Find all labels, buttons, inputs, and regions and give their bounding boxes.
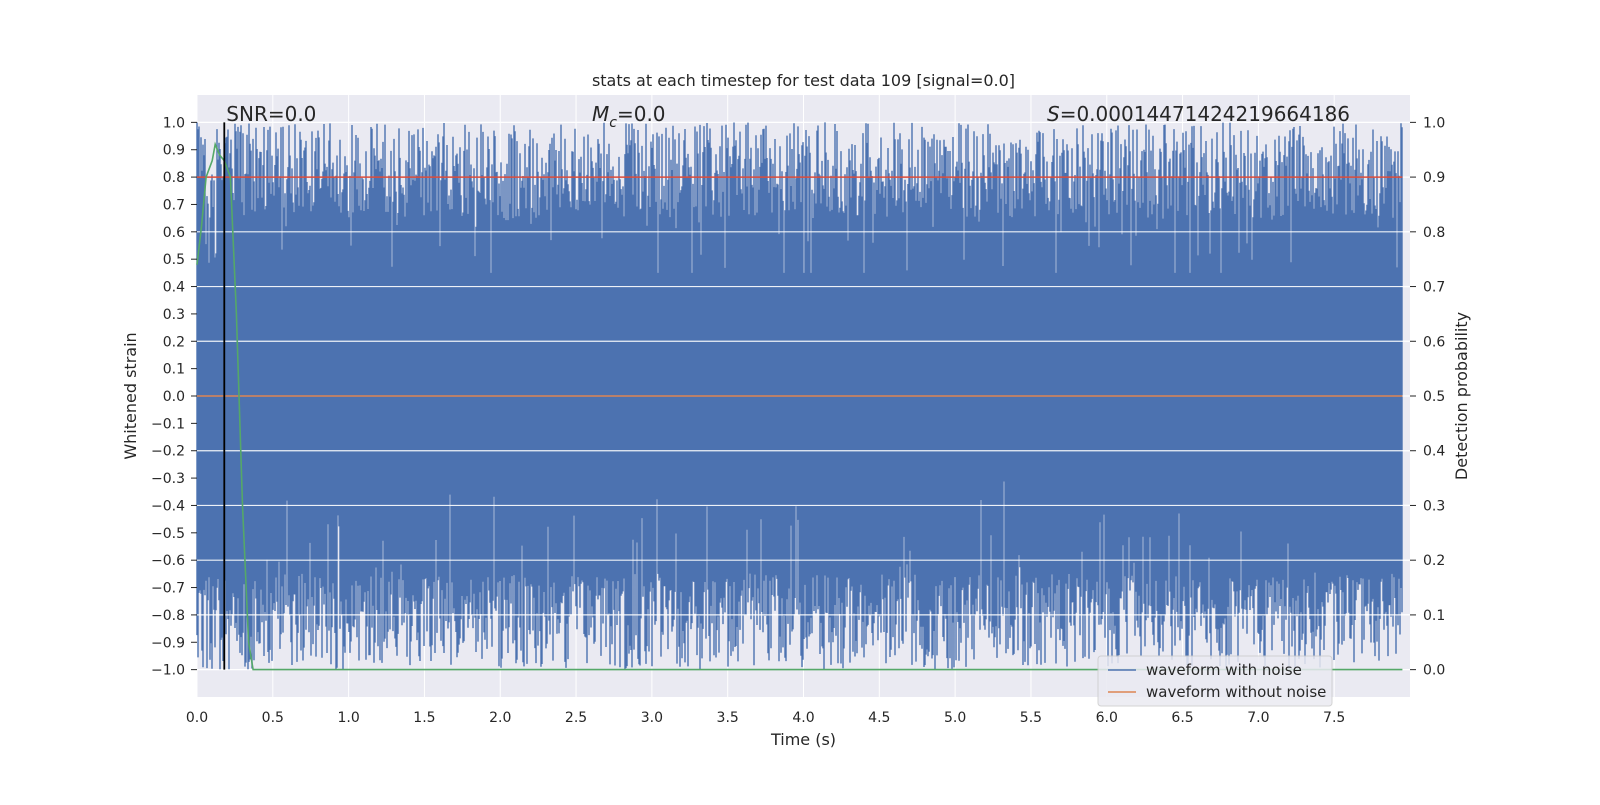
legend-label: waveform without noise: [1146, 683, 1326, 701]
x-axis-label: Time (s): [770, 730, 836, 749]
mc-subscript: c: [609, 115, 617, 131]
x-tick-label: 5.0: [944, 710, 966, 726]
y-left-tick-label: 0.1: [163, 362, 185, 378]
y-left-tick-label: 0.4: [163, 280, 185, 296]
y-left-tick-label: −0.2: [151, 444, 185, 460]
series-waveform-with-noise: [196, 122, 1403, 670]
x-tick-label: 3.5: [717, 710, 739, 726]
legend: waveform with noise waveform without nois…: [1097, 655, 1333, 707]
s-annotation: S=0.00014471424219664186: [1047, 102, 1350, 126]
snr-annotation: SNR=0.0: [226, 102, 316, 126]
y-left-tick-label: −0.9: [151, 635, 185, 651]
axes: 0.0 0.5 1.0 1.5 2.0 2.5 3.0 3.5 4.0 4.5 5.0 5.5 6.0 6…: [151, 115, 1445, 726]
s-symbol: S: [1047, 102, 1060, 126]
y-right-tick-label: 0.7: [1423, 280, 1445, 296]
x-tick-label: 0.0: [186, 710, 208, 726]
waveform-with-noise-line: [196, 122, 1403, 670]
x-tick-label: 2.0: [489, 710, 511, 726]
x-tick-label: 1.0: [337, 710, 359, 726]
x-tick-label: 7.5: [1323, 710, 1345, 726]
y-left-tick-label: 0.8: [163, 170, 185, 186]
y-left-tick-label: 0.5: [163, 252, 185, 268]
y-left-tick-label: −1.0: [151, 663, 185, 679]
y-axis-label-right: Detection probability: [1452, 312, 1471, 480]
x-tick-label: 6.0: [1096, 710, 1118, 726]
overlay-lines: [196, 122, 1410, 671]
y-left-tick-label: −0.6: [151, 553, 185, 569]
y-left-tick-label: 0.2: [163, 334, 185, 350]
y-right-tick-label: 0.9: [1423, 170, 1445, 186]
y-left-tick-label: −0.8: [151, 608, 185, 624]
y-left-tick-label: −0.4: [151, 498, 185, 514]
legend-label: waveform with noise: [1146, 661, 1302, 679]
y-right-tick-label: 0.6: [1423, 334, 1445, 350]
y-left-tick-label: 0.0: [163, 389, 185, 405]
y-right-tick-label: 0.4: [1423, 444, 1445, 460]
mc-symbol: M: [592, 102, 609, 126]
annotations: SNR=0.0 Mc=0.0 S=0.00014471424219664186: [226, 102, 1350, 131]
y-left-tick-label: 0.6: [163, 225, 185, 241]
y-left-tick-label: −0.1: [151, 416, 185, 432]
x-tick-label: 5.5: [1020, 710, 1042, 726]
x-tick-label: 7.0: [1247, 710, 1269, 726]
y-right-tick-label: 0.3: [1423, 498, 1445, 514]
y-right-tick-label: 0.0: [1423, 663, 1445, 679]
y-right-tick-label: 0.5: [1423, 389, 1445, 405]
y-left-tick-label: 0.3: [163, 307, 185, 323]
y-right-tick-label: 0.8: [1423, 225, 1445, 241]
mc-value: =0.0: [617, 102, 666, 126]
x-tick-label: 4.0: [792, 710, 814, 726]
x-tick-label: 0.5: [262, 710, 284, 726]
y-left-tick-label: −0.7: [151, 581, 185, 597]
y-left-tick-label: 0.9: [163, 143, 185, 159]
detection-probability-line: [196, 141, 1403, 671]
mc-annotation: Mc=0.0: [592, 102, 666, 131]
x-tick-label: 6.5: [1171, 710, 1193, 726]
chart-title: stats at each timestep for test data 109…: [592, 71, 1015, 90]
s-value: =0.00014471424219664186: [1060, 102, 1350, 126]
x-tick-label: 1.5: [413, 710, 435, 726]
y-left-tick-label: 0.7: [163, 197, 185, 213]
legend-box: [1097, 655, 1333, 707]
y-right-tick-label: 0.1: [1423, 608, 1445, 624]
y-axis-label-left: Whitened strain: [121, 332, 140, 459]
y-left-tick-label: 1.0: [163, 115, 185, 131]
x-tick-label: 2.5: [565, 710, 587, 726]
x-tick-label: 4.5: [868, 710, 890, 726]
y-right-tick-label: 0.2: [1423, 553, 1445, 569]
x-tick-label: 3.0: [641, 710, 663, 726]
y-left-tick-label: −0.5: [151, 526, 185, 542]
y-right-tick-label: 1.0: [1423, 115, 1445, 131]
y-left-tick-label: −0.3: [151, 471, 185, 487]
